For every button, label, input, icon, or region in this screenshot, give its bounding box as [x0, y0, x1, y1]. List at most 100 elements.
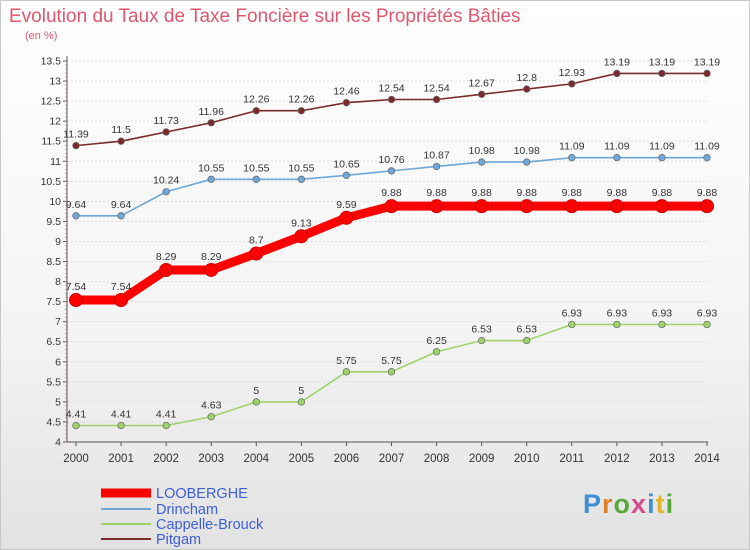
data-label: 11.09 — [604, 141, 630, 153]
x-tick-label: 2012 — [604, 453, 630, 465]
data-point — [432, 95, 441, 104]
data-label: 9.88 — [697, 187, 718, 199]
data-label: 6.93 — [697, 307, 718, 319]
data-label: 9.64 — [111, 199, 132, 211]
data-label: 9.88 — [652, 187, 673, 199]
data-label: 12.54 — [378, 83, 404, 95]
y-tick-label: 13.5 — [41, 56, 62, 68]
x-tick-label: 2014 — [694, 453, 720, 465]
data-point — [162, 128, 170, 136]
x-tick-label: 2009 — [469, 453, 495, 465]
data-point — [523, 336, 531, 345]
data-point — [339, 210, 354, 225]
data-point — [564, 199, 579, 214]
data-label: 6.25 — [426, 335, 447, 347]
data-label: 4.41 — [156, 409, 177, 421]
data-point — [162, 188, 170, 196]
data-point — [432, 348, 441, 356]
y-tick-label: 9.5 — [46, 216, 61, 228]
data-label: 13.19 — [649, 56, 675, 68]
data-point — [252, 175, 260, 183]
data-label: 12.46 — [333, 86, 359, 98]
y-tick-label: 4.5 — [46, 416, 61, 428]
data-label: 4.41 — [111, 409, 132, 421]
data-label: 11.09 — [559, 141, 585, 153]
x-tick-label: 2000 — [63, 453, 89, 465]
data-point — [114, 293, 129, 308]
data-point — [658, 69, 666, 78]
x-tick-label: 2010 — [514, 453, 540, 465]
data-point — [342, 171, 351, 179]
data-point — [387, 368, 396, 376]
logo-letter: o — [613, 489, 632, 519]
data-label: 7.54 — [66, 281, 87, 293]
data-label: 12.8 — [516, 72, 537, 84]
data-label: 11.09 — [649, 141, 675, 153]
y-tick-label: 5 — [55, 396, 61, 408]
data-point — [252, 398, 260, 406]
legend-label: Cappelle-Brouck — [156, 517, 264, 533]
data-label: 9.88 — [381, 187, 402, 199]
data-label: 9.88 — [471, 187, 492, 199]
data-label: 9.88 — [562, 187, 583, 199]
x-tick-label: 2001 — [108, 453, 134, 465]
data-point — [342, 368, 351, 376]
data-point — [658, 320, 666, 329]
data-point — [117, 137, 125, 145]
data-label: 12.93 — [559, 67, 585, 79]
data-label: 10.55 — [243, 162, 269, 174]
data-point — [474, 199, 489, 214]
data-point — [568, 154, 576, 162]
data-label: 6.53 — [471, 324, 492, 336]
data-point — [297, 107, 306, 115]
data-point — [159, 262, 174, 277]
data-point — [294, 229, 309, 244]
data-point — [523, 158, 531, 166]
y-tick-label: 6.5 — [46, 336, 61, 348]
data-point — [654, 199, 669, 214]
data-label: 5 — [298, 385, 304, 397]
data-label: 8.29 — [201, 251, 222, 263]
data-point — [568, 80, 576, 88]
data-label: 11.09 — [694, 141, 720, 153]
unit-label: (en %) — [25, 30, 58, 42]
data-label: 11.96 — [198, 106, 224, 118]
data-point — [613, 69, 621, 78]
data-point — [477, 158, 486, 166]
chart-title: Evolution du Taux de Taxe Foncière sur l… — [9, 6, 521, 27]
x-tick-label: 2011 — [559, 453, 584, 465]
logo-letter: i — [647, 489, 656, 519]
data-label: 9.59 — [336, 199, 357, 211]
y-tick-label: 9 — [55, 236, 61, 248]
x-tick-label: 2005 — [289, 453, 315, 465]
legend-label: Drincham — [156, 502, 218, 518]
data-point — [207, 119, 215, 127]
logo-letter: r — [602, 489, 614, 519]
data-label: 5.75 — [336, 355, 357, 367]
data-point — [429, 199, 444, 214]
data-point — [613, 320, 621, 329]
x-tick-label: 2008 — [424, 453, 450, 465]
data-point — [69, 293, 83, 308]
data-label: 12.67 — [469, 77, 495, 89]
data-label: 5 — [253, 385, 259, 397]
y-tick-label: 11.5 — [41, 136, 61, 148]
data-label: 8.29 — [156, 251, 177, 263]
y-tick-label: 11 — [50, 156, 61, 168]
data-label: 6.93 — [652, 307, 673, 319]
data-label: 10.55 — [198, 162, 224, 174]
data-point — [207, 413, 215, 421]
data-label: 10.24 — [153, 175, 179, 187]
data-label: 6.93 — [562, 307, 583, 319]
data-label: 12.26 — [243, 94, 269, 106]
data-point — [477, 90, 486, 98]
data-label: 4.63 — [201, 400, 222, 412]
x-tick-label: 2007 — [379, 453, 405, 465]
y-tick-label: 5.5 — [46, 376, 61, 388]
data-point — [207, 175, 215, 183]
data-point — [519, 199, 534, 214]
legend-label: LOOBERGHE — [156, 486, 248, 502]
data-point — [72, 141, 80, 150]
data-point — [387, 167, 396, 175]
